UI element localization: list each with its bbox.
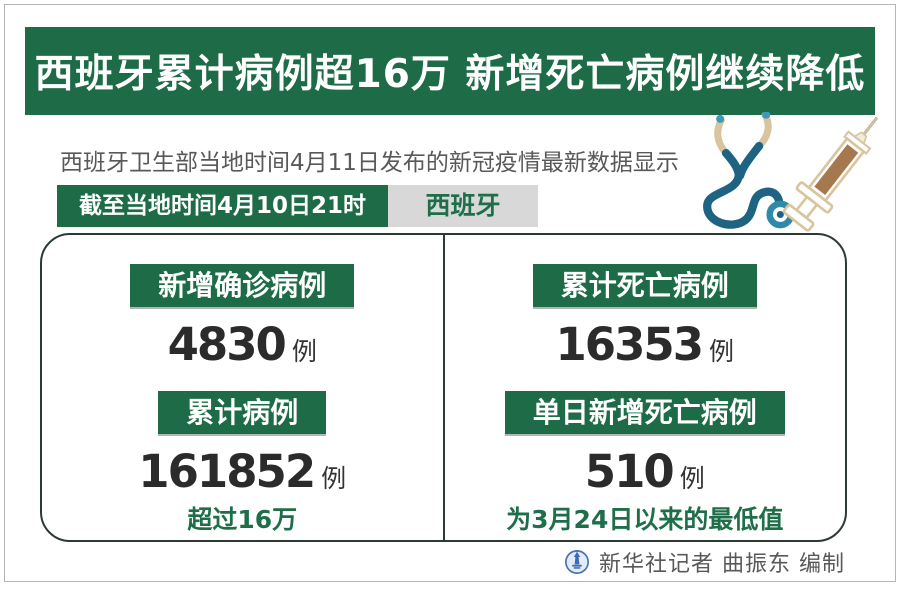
stats-column-left: 新增确诊病例 4830 例 累计病例 161852 例 超过16万 [42,235,443,540]
stat-label-total-cases: 累计病例 [158,391,327,434]
stat-number: 16353 [555,318,704,371]
subtitle-text: 西班牙卫生部当地时间4月11日发布的新冠疫情最新数据显示 [60,150,679,176]
stat-unit: 例 [321,464,347,493]
meta-row: 截至当地时间4月10日21时 西班牙 [57,185,539,227]
asof-badge: 截至当地时间4月10日21时 [57,185,389,227]
stats-column-right: 累计死亡病例 16353 例 单日新增死亡病例 510 例 为3月24日以来的最… [445,235,846,540]
stats-panel: 新增确诊病例 4830 例 累计病例 161852 例 超过16万 累计死亡病例… [40,233,847,542]
title-bar: 西班牙累计病例超16万 新增死亡病例继续降低 [25,27,875,115]
stat-number: 510 [584,445,675,498]
footer: 新华社记者 曲振东 编制 [564,546,845,578]
stat-value-new-confirmed: 4830 例 [168,319,317,371]
stat-label-daily-deaths: 单日新增死亡病例 [504,391,785,434]
stat-value-daily-deaths: 510 例 [585,446,705,498]
stat-value-total-deaths: 16353 例 [555,319,734,371]
stat-label-new-confirmed: 新增确诊病例 [130,264,355,307]
stat-number: 4830 [167,318,287,371]
syringe-icon [782,116,878,232]
page-title: 西班牙累计病例超16万 新增死亡病例继续降低 [34,52,866,97]
stethoscope-icon [703,112,795,229]
stat-value-total-cases: 161852 例 [138,446,346,498]
stat-unit: 例 [709,337,735,366]
stat-note-total-cases: 超过16万 [187,505,298,534]
stat-number: 161852 [138,445,316,498]
stat-label-total-deaths: 累计死亡病例 [532,264,757,307]
region-badge: 西班牙 [388,185,539,227]
stat-unit: 例 [679,464,705,493]
column-divider [442,235,445,540]
stat-note-daily-deaths: 为3月24日以来的最低值 [506,505,784,534]
stat-unit: 例 [291,337,317,366]
xinhua-logo-icon [565,550,589,574]
footer-credit: 新华社记者 曲振东 编制 [599,552,845,577]
